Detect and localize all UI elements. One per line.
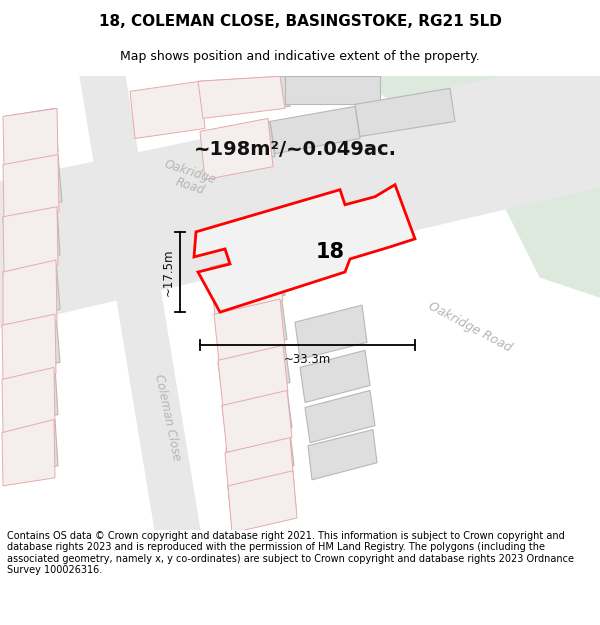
Polygon shape [228,471,297,533]
Text: ~17.5m: ~17.5m [161,248,175,296]
Polygon shape [305,391,375,442]
Text: Contains OS data © Crown copyright and database right 2021. This information is : Contains OS data © Crown copyright and d… [7,531,574,576]
Polygon shape [3,108,58,167]
Polygon shape [2,419,55,486]
Polygon shape [194,184,415,312]
Polygon shape [3,368,58,427]
Text: Oakridge: Oakridge [163,157,218,186]
Polygon shape [3,207,58,273]
Polygon shape [210,252,283,315]
Polygon shape [3,419,58,478]
Polygon shape [222,389,292,444]
Polygon shape [214,299,285,362]
Polygon shape [285,76,380,104]
Polygon shape [80,76,200,530]
Polygon shape [2,314,56,381]
Polygon shape [3,207,60,265]
Polygon shape [355,88,455,136]
Polygon shape [295,305,367,359]
Polygon shape [2,368,55,434]
Polygon shape [308,429,377,480]
Polygon shape [3,260,60,321]
Polygon shape [135,84,205,126]
Polygon shape [5,154,62,212]
Polygon shape [200,118,273,179]
Polygon shape [0,76,600,272]
Polygon shape [226,432,294,482]
Polygon shape [222,391,292,452]
Text: Coleman Close: Coleman Close [152,373,184,462]
Polygon shape [218,345,290,399]
Polygon shape [0,106,600,287]
Polygon shape [0,56,600,222]
Polygon shape [3,154,59,220]
Polygon shape [350,76,600,297]
Polygon shape [130,81,205,139]
Polygon shape [210,255,285,312]
Text: Map shows position and indicative extent of the property.: Map shows position and indicative extent… [120,50,480,63]
Text: Oakridge Road: Oakridge Road [426,300,514,355]
Polygon shape [270,106,360,154]
Polygon shape [215,301,287,356]
Polygon shape [200,76,290,114]
Polygon shape [205,121,275,169]
Polygon shape [228,470,296,524]
Polygon shape [218,345,288,408]
Text: Road: Road [173,176,206,198]
Text: ~198m²/~0.049ac.: ~198m²/~0.049ac. [193,140,397,159]
Polygon shape [300,350,370,403]
Polygon shape [3,314,60,373]
Text: 18: 18 [316,242,344,262]
Polygon shape [0,136,600,328]
Polygon shape [225,438,294,498]
Polygon shape [198,76,285,118]
Polygon shape [3,260,57,329]
Text: 18, COLEMAN CLOSE, BASINGSTOKE, RG21 5LD: 18, COLEMAN CLOSE, BASINGSTOKE, RG21 5LD [98,14,502,29]
Polygon shape [5,108,58,159]
Text: ~33.3m: ~33.3m [284,353,331,366]
